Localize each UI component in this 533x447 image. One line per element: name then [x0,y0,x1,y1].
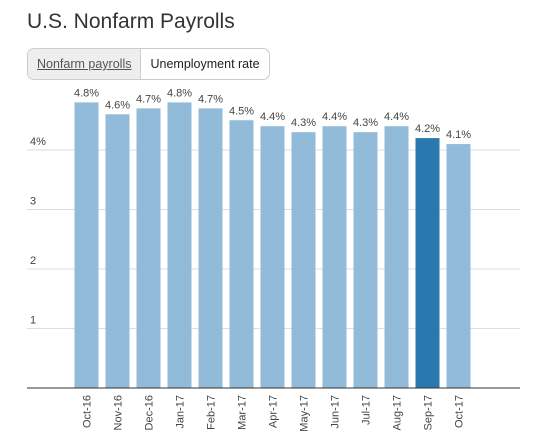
bar [105,114,130,389]
tab[interactable]: Unemployment rate [150,57,260,71]
x-tick-label: Jan-17 [175,395,187,429]
bar [167,102,192,389]
bar [384,126,409,388]
x-tick-label: Apr-17 [268,395,280,428]
value-label: 4.3% [353,117,378,129]
bar [198,108,223,388]
value-label: 4.4% [384,111,409,123]
bar [229,120,254,388]
value-label: 4.8% [74,87,99,99]
x-tick-label: Jun-17 [330,395,342,429]
bar [322,126,347,388]
x-tick-label: Aug-17 [392,395,404,430]
x-tick-label: Nov-16 [113,395,125,430]
bar [260,126,285,388]
y-tick-label: 2 [30,255,36,267]
bar [74,102,99,389]
value-label: 4.4% [260,111,285,123]
value-label: 4.1% [446,129,471,141]
value-label: 4.7% [136,93,161,105]
y-tick-label: 3 [30,196,36,208]
tab-bar: Nonfarm payrolls Unemployment rate [27,48,270,80]
x-tick-label: Jul-17 [361,395,373,425]
tab[interactable]: Nonfarm payrolls [28,49,142,79]
bar [136,108,161,388]
bar [353,132,378,388]
value-label: 4.7% [198,93,223,105]
value-label: 4.4% [322,111,347,123]
y-tick-label: 1 [30,315,36,327]
x-tick-label: Mar-17 [237,395,249,430]
x-tick-label: Dec-16 [144,395,156,430]
bar [291,132,316,388]
bar [415,138,440,388]
bar [446,144,471,388]
x-tick-label: May-17 [299,395,311,432]
x-tick-label: Oct-17 [454,395,466,428]
page-title: U.S. Nonfarm Payrolls [27,10,235,33]
x-tick-label: Oct-16 [82,395,94,428]
value-label: 4.8% [167,87,192,99]
value-label: 4.2% [415,123,440,135]
y-tick-label: 4% [30,136,46,148]
value-label: 4.5% [229,105,254,117]
x-tick-label: Feb-17 [206,395,218,430]
value-label: 4.3% [291,117,316,129]
x-tick-label: Sep-17 [423,395,435,430]
value-label: 4.6% [105,99,130,111]
